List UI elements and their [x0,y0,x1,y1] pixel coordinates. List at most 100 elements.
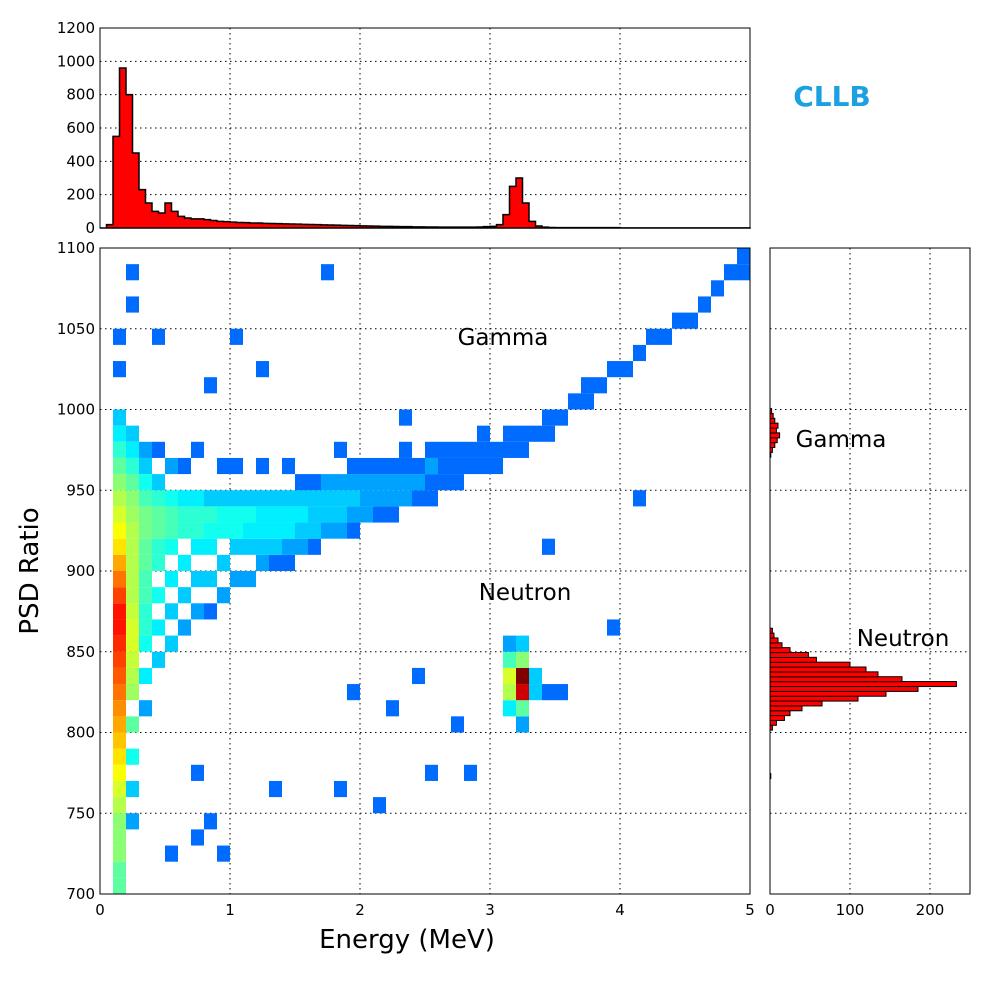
top-y-tick-label: 200 [66,186,95,204]
heatmap-cell [204,377,217,394]
heatmap-cell [256,538,269,555]
heatmap-cell [516,651,529,668]
heatmap-cell [152,328,165,345]
heatmap-cell [113,571,126,588]
heatmap-cell [425,474,438,491]
heatmap-cell [139,603,152,620]
heatmap-cell [139,571,152,588]
heatmap-cell [542,425,555,442]
heatmap-cell [126,264,139,281]
heatmap-cell [438,441,451,458]
psd-histogram-bar [769,417,776,424]
psd-histogram-bar [769,690,887,697]
psd-histogram-bar [769,685,919,692]
heatmap-cell [347,522,360,539]
y-tick-label: 900 [66,562,95,580]
heatmap-cell [529,667,542,685]
heatmap-cell [243,490,256,507]
heatmap-cell [269,554,282,571]
heatmap-cell [386,457,399,475]
x-axis-label: Energy (MeV) [319,925,495,955]
heatmap-cell [113,700,126,717]
heatmap-cell [360,490,373,507]
heatmap-cell [503,651,516,668]
heatmap-cell [490,441,503,458]
heatmap-cell [191,522,204,539]
heatmap-cell [230,506,243,523]
x-tick-label: 2 [355,901,365,919]
psd-histogram-bar [769,700,823,707]
y-tick-label: 850 [66,643,95,661]
y-tick-label: 1000 [57,401,95,419]
heatmap-cell [477,457,490,475]
heatmap-cell [334,441,347,458]
heatmap-cell [178,506,191,523]
heatmap-cell [165,522,178,539]
heatmap-cell [139,490,152,507]
right-histogram [769,408,957,780]
heatmap-cell [347,490,360,507]
heatmap-cell [230,328,243,345]
right-x-tick-label: 200 [916,901,945,919]
heatmap-cell [256,554,269,571]
heatmap-cell [191,441,204,458]
top-histogram [100,67,751,229]
heatmap-cell [295,506,308,523]
heatmap-cell [152,522,165,539]
heatmap-cell [191,490,204,507]
heatmap-cell [503,700,516,717]
heatmap-cell [399,457,412,475]
heatmap-cell [126,571,139,588]
heatmap-cell [178,457,191,475]
psd-histogram-bar [769,666,867,673]
heatmap-cell [126,587,139,604]
heatmap-cell [451,457,464,475]
heatmap-cell [269,780,282,798]
heatmap-cell [230,457,243,475]
energy-histogram-bars [100,67,751,229]
heatmap-cell [165,457,178,475]
heatmap-cell [230,571,243,588]
heatmap-cell [191,764,204,781]
heatmap-cell [334,490,347,507]
heatmap-cell [412,667,425,685]
heatmap-cell [386,700,399,717]
heatmap-cell [113,813,126,830]
heatmap-cell [217,522,230,539]
heatmap-cell [139,554,152,571]
heatmap-cell [373,797,386,814]
heatmap-cell [269,538,282,555]
psd-histogram-bar [769,695,859,702]
heatmap-cell [126,651,139,668]
heatmap-cell [126,490,139,507]
heatmap-cell [217,490,230,507]
heatmap-cell [425,457,438,475]
top-y-tick-label: 600 [66,119,95,137]
heatmap-cell [360,506,373,523]
heatmap-cell [113,797,126,814]
heatmap-cell [607,619,620,636]
heatmap-cell [334,522,347,539]
top-y-tick-label: 400 [66,152,95,170]
heatmap-cell [438,474,451,491]
heatmap-cell [412,457,425,475]
main-annotation-neutron: Neutron [479,580,572,606]
top-y-tick-label: 1200 [57,19,95,37]
heatmap-cell [386,474,399,491]
main-annotation-gamma: Gamma [458,325,549,351]
heatmap-cell [477,441,490,458]
heatmap-cell [464,441,477,458]
heatmap-cell [139,538,152,555]
heatmap-cell [737,248,750,265]
heatmap-cell [191,829,204,846]
heatmap-cell [503,684,516,701]
y-axis-label: PSD Ratio [15,507,45,634]
heatmap-cell [451,441,464,458]
heatmap-cell [152,441,165,458]
heatmap-cell [321,264,334,281]
heatmap-cell [698,296,711,313]
heatmap-cell [321,522,334,539]
heatmap-cell [308,522,321,539]
psd-histogram-bar [769,710,791,717]
heatmap-cell [139,457,152,475]
